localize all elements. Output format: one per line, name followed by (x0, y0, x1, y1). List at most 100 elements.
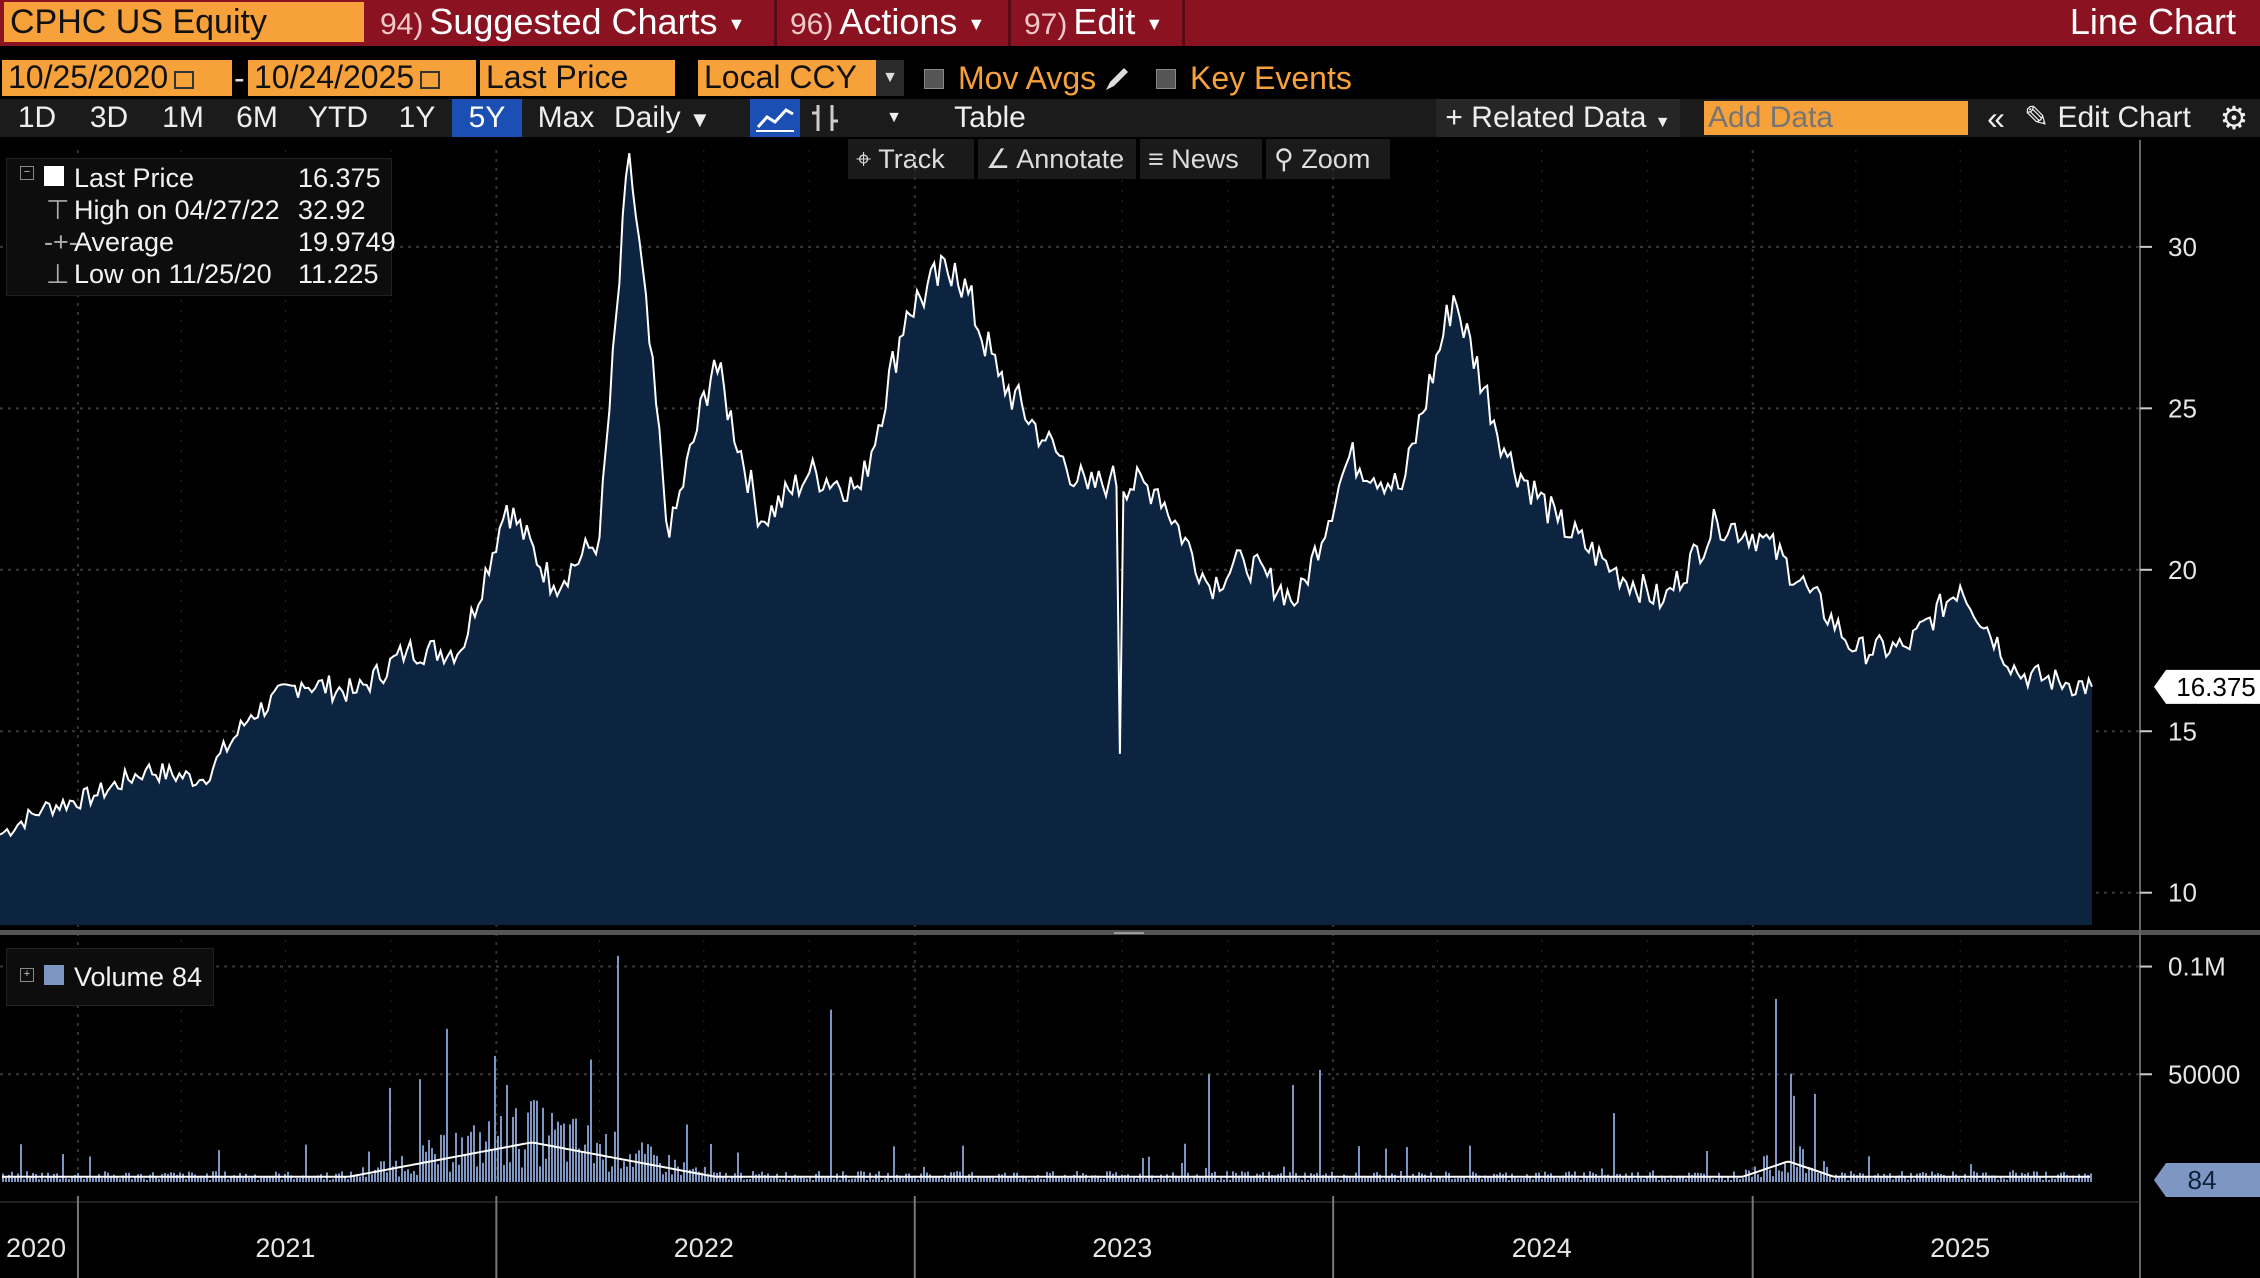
volume-bar (1097, 1175, 1099, 1182)
volume-bar (1715, 1179, 1717, 1182)
price-field-select[interactable]: Last Price (480, 60, 675, 96)
volume-bar (203, 1175, 205, 1182)
collapse-icon[interactable]: « (1987, 100, 2005, 136)
volume-bar (2, 1173, 4, 1182)
start-date-field[interactable]: 10/25/2020 (2, 60, 232, 96)
calendar-icon[interactable] (174, 70, 195, 89)
actions-menu[interactable]: 96) Actions ▼ (790, 0, 985, 44)
calendar-icon[interactable] (420, 70, 441, 89)
volume-bar (677, 1166, 679, 1182)
pencil-icon[interactable] (1102, 60, 1132, 96)
volume-bar (623, 1161, 625, 1182)
chevron-down-icon[interactable]: ▼ (886, 109, 902, 126)
table-button[interactable]: Table (954, 101, 1026, 134)
volume-bar (1424, 1174, 1426, 1182)
volume-bar (71, 1176, 73, 1182)
volume-bar (611, 1166, 613, 1182)
volume-bar (497, 1135, 499, 1182)
volume-bar (782, 1179, 784, 1182)
volume-bar (1943, 1174, 1945, 1182)
volume-bar (1253, 1176, 1255, 1182)
volume-bar (962, 1145, 964, 1182)
edit-menu[interactable]: 97) Edit ▼ (1024, 0, 1163, 44)
edit-chart-button[interactable]: ✎ Edit Chart (2024, 99, 2214, 137)
volume-bar (119, 1178, 121, 1182)
volume-bar (1511, 1173, 1513, 1182)
period-ytd[interactable]: YTD (308, 101, 368, 134)
volume-bar (1142, 1158, 1144, 1182)
news-button[interactable]: ≡ News (1140, 139, 1262, 179)
volume-bar (1913, 1178, 1915, 1182)
volume-bar (1496, 1174, 1498, 1182)
volume-bar (941, 1179, 943, 1182)
volume-bar (269, 1177, 271, 1182)
period-max[interactable]: Max (537, 101, 595, 134)
volume-bar (1514, 1177, 1516, 1182)
volume-bar (1946, 1176, 1948, 1182)
collapse-toggle[interactable]: − (20, 166, 34, 180)
volume-bar (458, 1164, 460, 1182)
period-6m[interactable]: 6M (236, 101, 278, 134)
period-3d[interactable]: 3D (89, 101, 129, 134)
chevron-down-icon[interactable]: ▼ (876, 60, 904, 96)
volume-bar (1349, 1177, 1351, 1182)
volume-bar (1517, 1178, 1519, 1182)
volume-bar (266, 1175, 268, 1182)
volume-bar (977, 1176, 979, 1182)
volume-bar (1979, 1179, 1981, 1182)
volume-bar (392, 1166, 394, 1182)
period-1y[interactable]: 1Y (398, 101, 436, 134)
volume-bar (839, 1179, 841, 1182)
volume-bar (1892, 1179, 1894, 1182)
volume-bar (608, 1171, 610, 1182)
volume-bar (1112, 1173, 1114, 1182)
track-button[interactable]: ⌖ Track (848, 139, 974, 179)
expand-toggle[interactable]: + (20, 968, 34, 982)
volume-bar (308, 1176, 310, 1182)
volume-bar (1673, 1178, 1675, 1182)
candlestick-icon[interactable] (806, 99, 846, 137)
frequency-select[interactable]: Daily ▼ (614, 99, 724, 137)
volume-bar (599, 1144, 601, 1182)
related-data-button[interactable]: + Related Data ▼ (1436, 99, 1680, 137)
menu-number: 94) (380, 8, 424, 41)
price-y-ticks: 10 15 20 25 30 (2140, 232, 2197, 908)
volume-bar (743, 1179, 745, 1182)
legend-label-volume: Volume (74, 962, 165, 992)
mov-avgs-checkbox[interactable] (924, 69, 944, 89)
volume-bar (1058, 1176, 1060, 1182)
key-events-checkbox[interactable] (1156, 69, 1176, 89)
volume-bar (602, 1159, 604, 1182)
volume-bar (614, 1131, 616, 1182)
volume-bar (1451, 1179, 1453, 1182)
y-tick-label: 30 (2168, 232, 2197, 262)
volume-bar (452, 1162, 454, 1182)
period-1d[interactable]: 1D (17, 101, 57, 134)
volume-bar (947, 1176, 949, 1182)
volume-bar (896, 1174, 898, 1182)
period-5y[interactable]: 5Y (452, 99, 522, 137)
volume-bar (65, 1178, 67, 1182)
volume-bar (749, 1178, 751, 1182)
volume-bar (680, 1174, 682, 1182)
gear-icon[interactable]: ⚙ (2219, 100, 2249, 136)
suggested-charts-menu[interactable]: 94) Suggested Charts ▼ (380, 0, 745, 44)
volume-bar (815, 1174, 817, 1182)
period-1m[interactable]: 1M (162, 101, 204, 134)
volume-bar (2051, 1178, 2053, 1182)
volume-bar (1628, 1176, 1630, 1182)
zoom-button[interactable]: ⚲ Zoom (1266, 139, 1390, 179)
add-data-input[interactable] (1704, 101, 1968, 135)
ticker-field[interactable]: CPHC US Equity (4, 2, 364, 42)
end-date-field[interactable]: 10/24/2025 (248, 60, 476, 96)
volume-bar (14, 1176, 16, 1182)
volume-bar (1793, 1095, 1795, 1182)
volume-bar (995, 1179, 997, 1182)
currency-select[interactable]: Local CCY (698, 60, 888, 96)
news-icon: ≡ (1148, 144, 1164, 174)
volume-bar (140, 1173, 142, 1182)
annotate-button[interactable]: ∠ Annotate (978, 139, 1136, 179)
line-chart-icon[interactable] (750, 99, 800, 137)
volume-bar (1139, 1173, 1141, 1182)
